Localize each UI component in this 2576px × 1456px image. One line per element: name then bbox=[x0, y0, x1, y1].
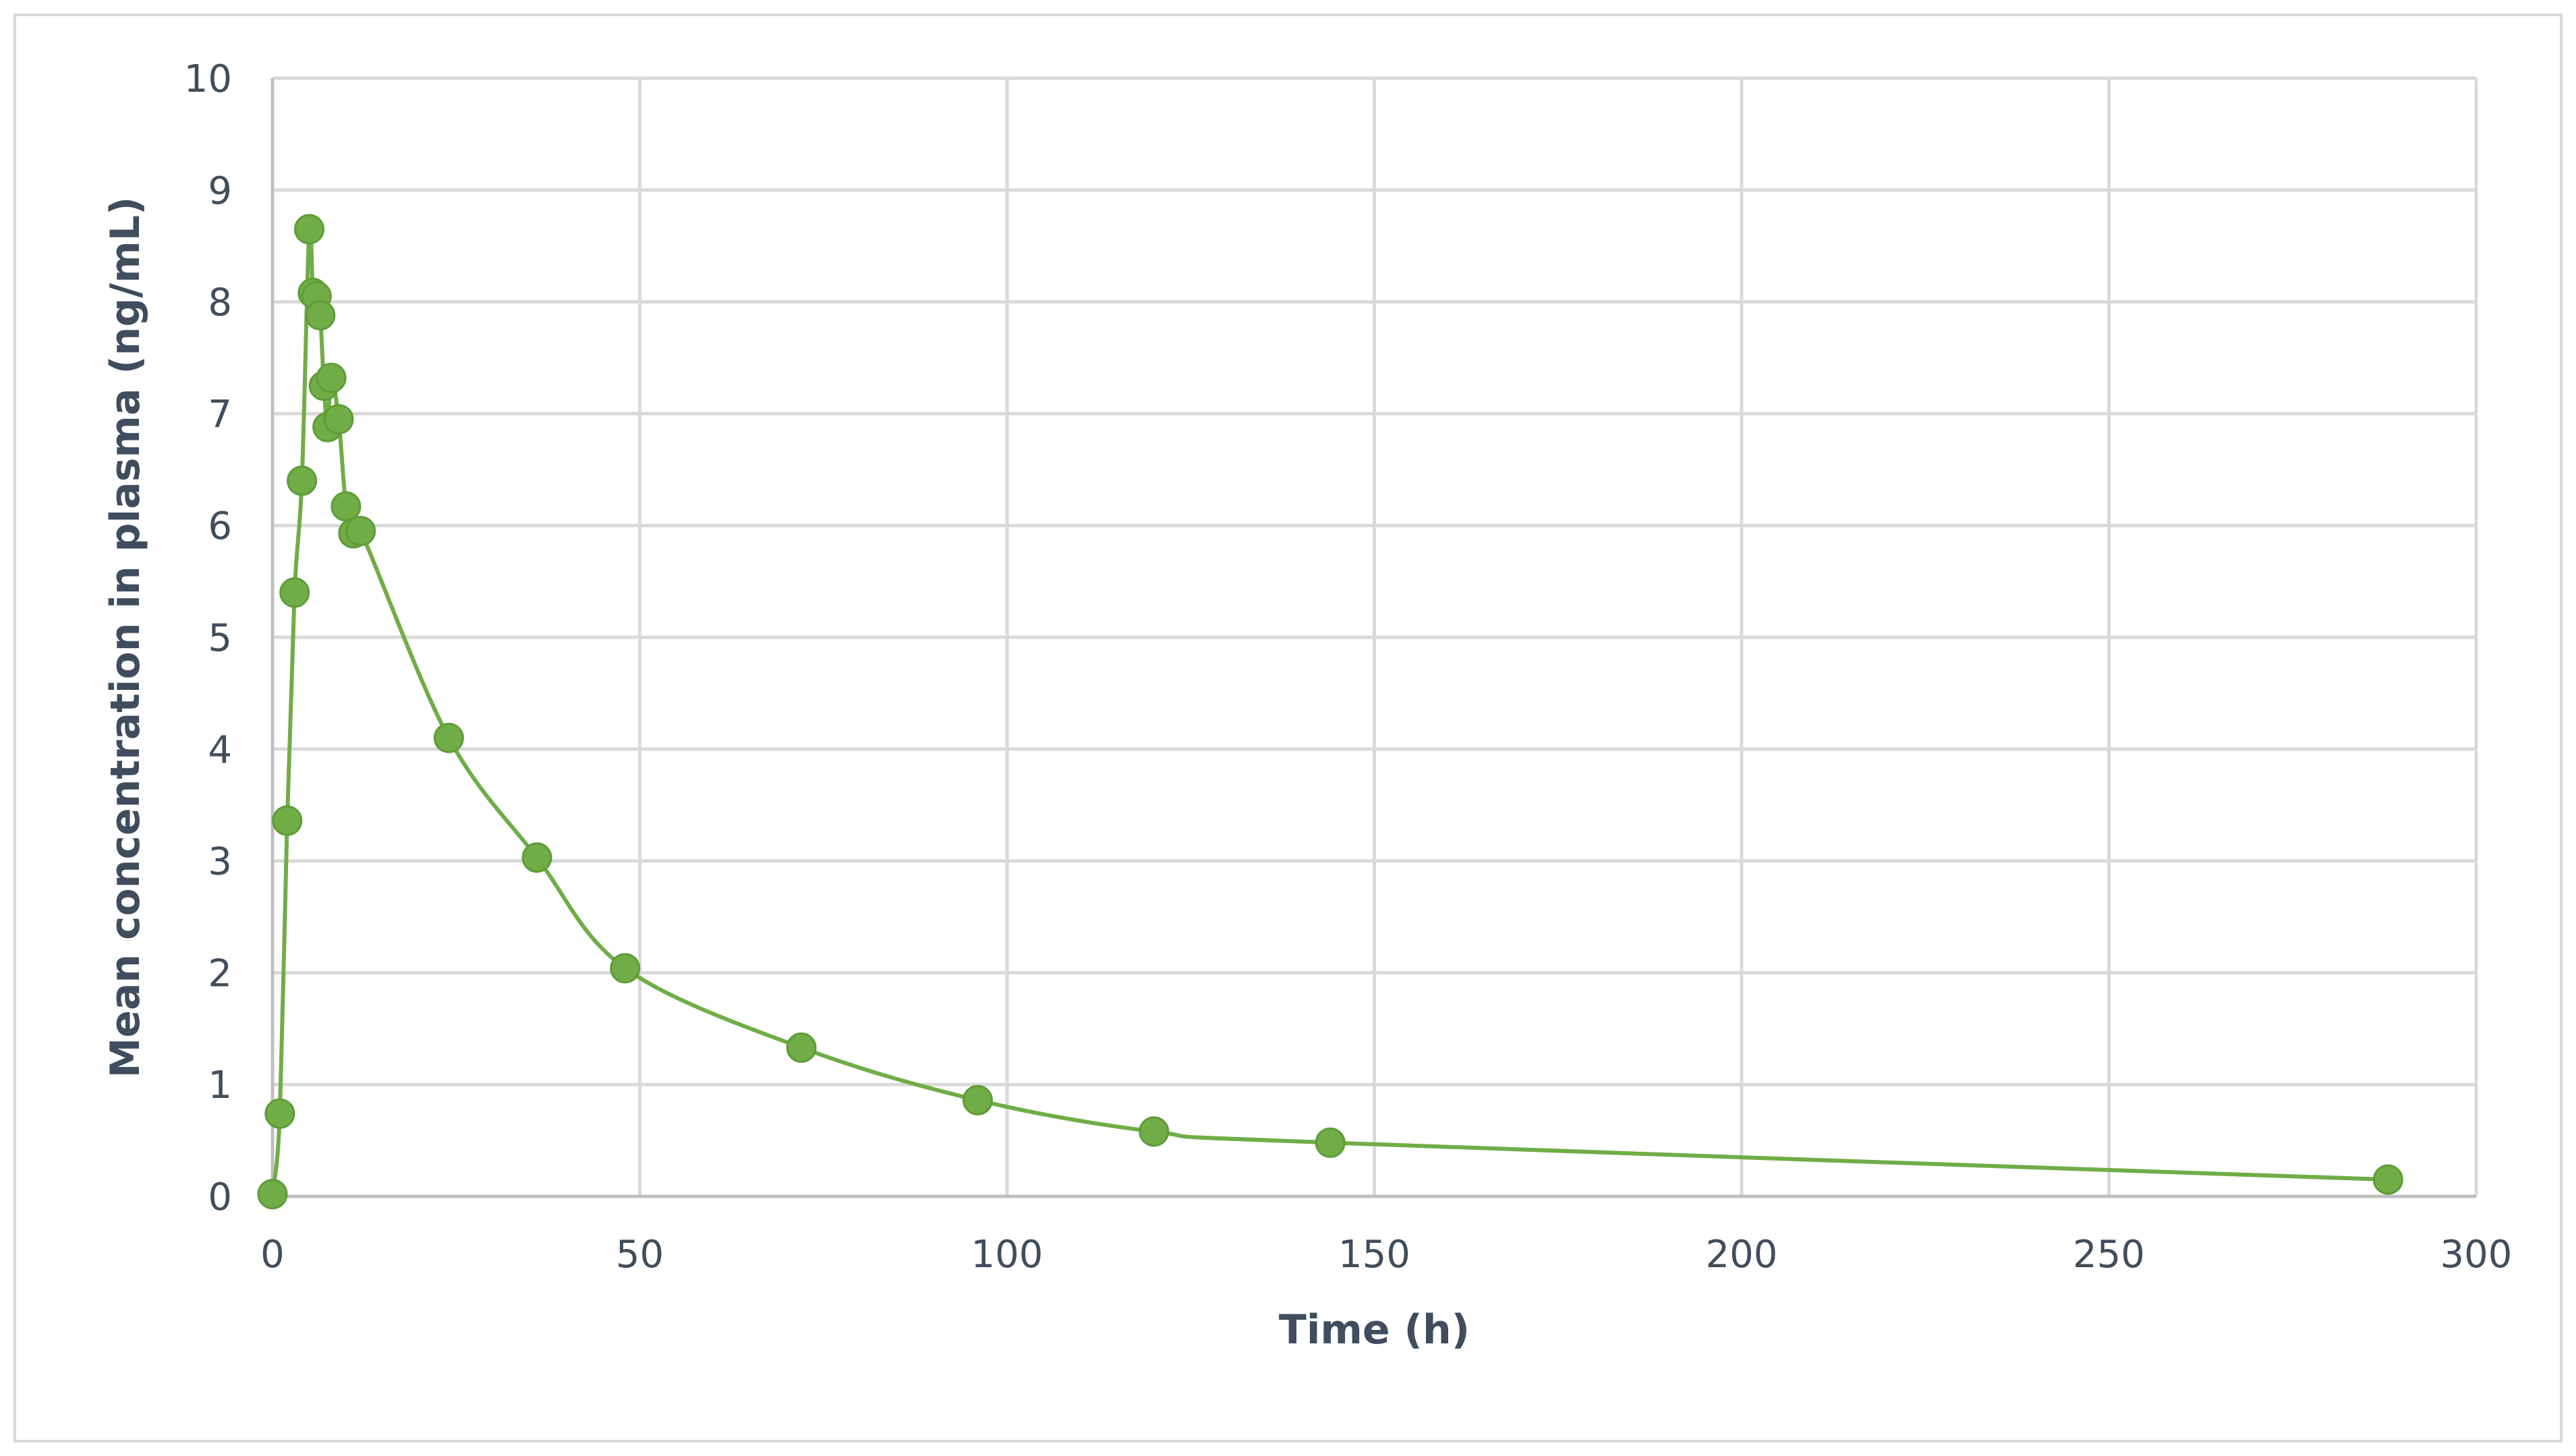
y-tick-label-7: 7 bbox=[208, 392, 232, 436]
grid-layer bbox=[273, 76, 2478, 1196]
y-tick-label-0: 0 bbox=[208, 1175, 232, 1219]
data-point-13 bbox=[331, 491, 362, 522]
data-point-2 bbox=[272, 805, 303, 836]
data-point-23 bbox=[2372, 1164, 2403, 1195]
data-point-4 bbox=[287, 465, 318, 496]
y-tick-label-1: 1 bbox=[208, 1064, 232, 1107]
chart-frame: 0 1 2 3 4 5 6 7 8 9 10 0 50 100 150 200 250 300 Time (h) … bbox=[13, 13, 2563, 1443]
data-point-20 bbox=[962, 1084, 993, 1115]
y-tick-label-8: 8 bbox=[208, 281, 232, 325]
data-point-16 bbox=[433, 722, 464, 753]
y-tick-label-4: 4 bbox=[208, 728, 232, 772]
y-tick-label-3: 3 bbox=[208, 840, 232, 884]
data-points bbox=[257, 214, 2403, 1210]
y-axis-title: Mean concentration in plasma (ng/mL) bbox=[102, 197, 149, 1078]
series-layer bbox=[270, 220, 2391, 1196]
x-tick-label-100: 100 bbox=[971, 1233, 1043, 1277]
axis-layer bbox=[270, 78, 2476, 1198]
data-point-11 bbox=[316, 362, 347, 393]
x-tick-label-300: 300 bbox=[2440, 1233, 2513, 1277]
x-tick-label-200: 200 bbox=[1706, 1233, 1778, 1277]
data-point-19 bbox=[786, 1032, 817, 1063]
x-tick-label-250: 250 bbox=[2073, 1233, 2145, 1277]
data-point-15 bbox=[345, 515, 376, 546]
x-tick-label-0: 0 bbox=[260, 1233, 285, 1277]
y-tick-label-5: 5 bbox=[208, 616, 232, 660]
y-tick-label-6: 6 bbox=[208, 504, 232, 548]
data-point-21 bbox=[1139, 1116, 1170, 1147]
x-tick-label-50: 50 bbox=[616, 1233, 664, 1277]
data-point-3 bbox=[279, 577, 310, 608]
data-point-22 bbox=[1315, 1127, 1346, 1158]
data-point-8 bbox=[305, 299, 336, 330]
x-axis-title: Time (h) bbox=[1279, 1306, 1470, 1353]
data-point-17 bbox=[521, 842, 552, 873]
data-point-18 bbox=[610, 953, 641, 984]
y-tick-label-2: 2 bbox=[208, 952, 232, 995]
y-tick-label-10: 10 bbox=[184, 57, 232, 101]
y-tick-label-9: 9 bbox=[208, 169, 232, 213]
series-line-0 bbox=[270, 220, 2391, 1196]
data-point-12 bbox=[323, 404, 354, 435]
x-tick-label-150: 150 bbox=[1338, 1233, 1410, 1277]
data-point-1 bbox=[264, 1098, 295, 1129]
data-point-5 bbox=[293, 214, 324, 245]
data-point-0 bbox=[257, 1179, 288, 1210]
